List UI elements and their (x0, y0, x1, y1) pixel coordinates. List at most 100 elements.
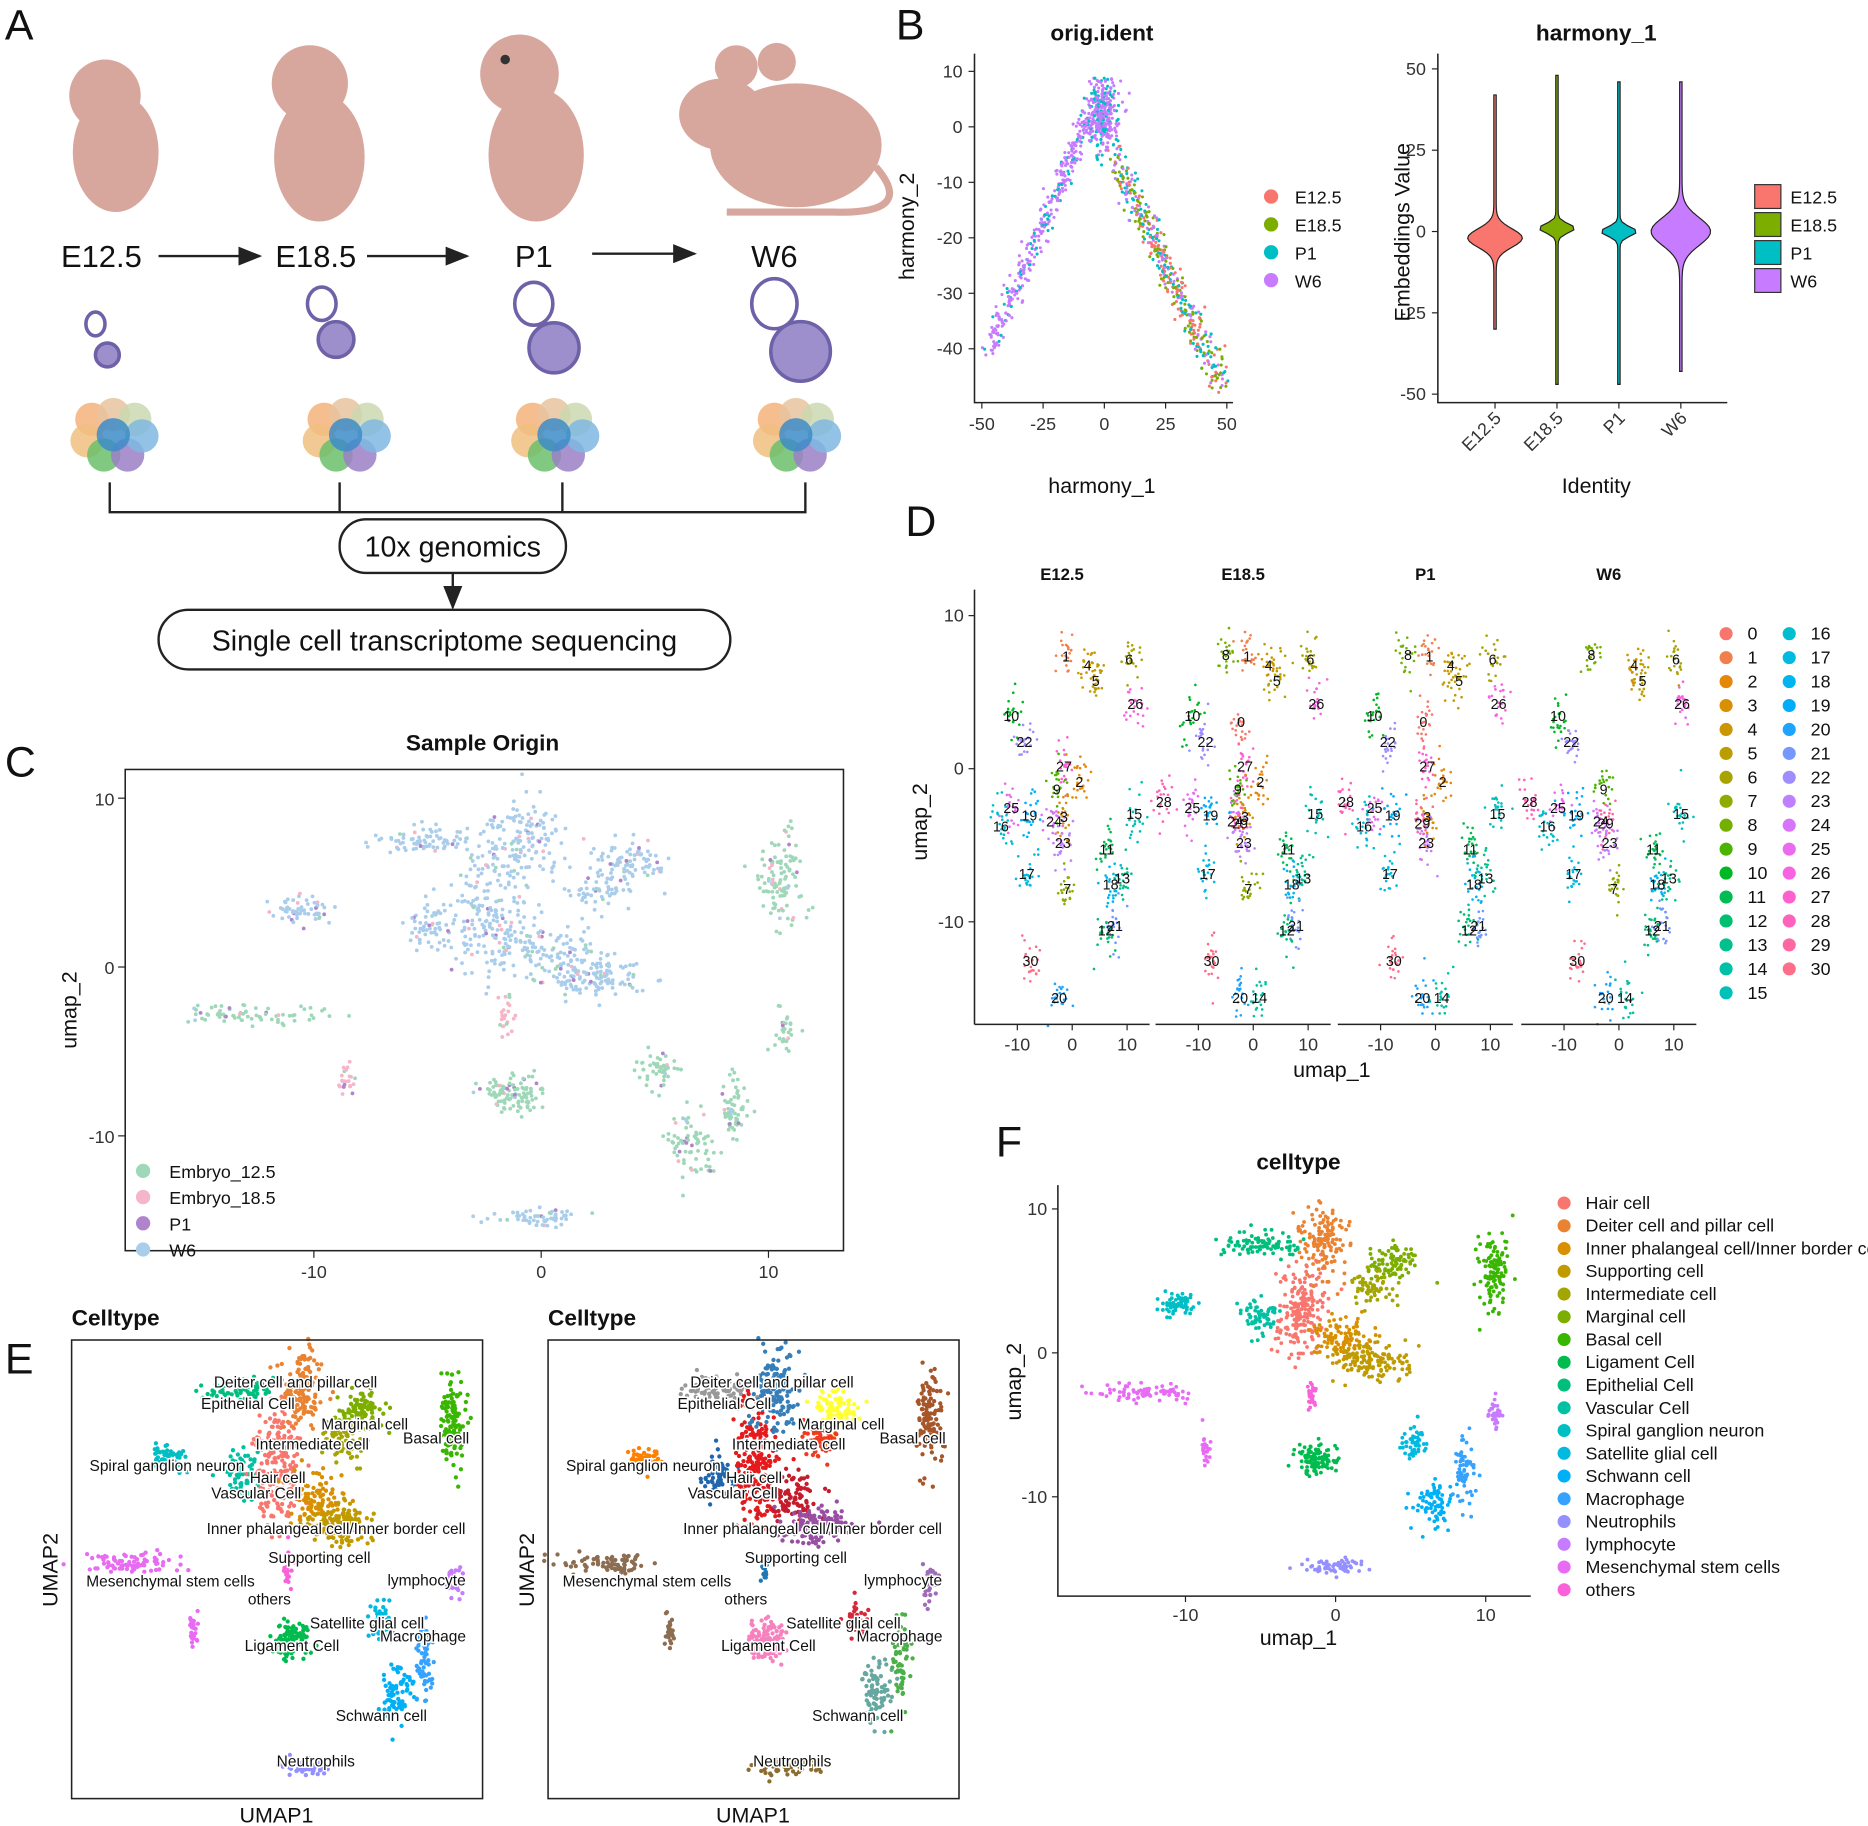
cell-point (1580, 835, 1583, 838)
point (1197, 310, 1200, 313)
point (1096, 90, 1099, 93)
point (1116, 179, 1119, 182)
cell-point (1605, 779, 1608, 782)
cell-point (1601, 770, 1604, 773)
cell-point (501, 908, 505, 912)
cell-point (555, 976, 559, 980)
cell-point (492, 1078, 496, 1082)
cell-point (1391, 835, 1394, 838)
cell-point (469, 902, 473, 906)
cell-point (522, 845, 526, 849)
point (1021, 301, 1024, 304)
cell-point (318, 915, 322, 919)
facet-title: P1 (1415, 565, 1435, 584)
cell-point (1056, 805, 1059, 808)
point (1084, 121, 1087, 124)
point (1117, 122, 1120, 125)
cell-point (513, 930, 517, 934)
cell-point (296, 907, 300, 911)
cell-point (646, 1077, 650, 1081)
cell-point (542, 826, 546, 830)
cell-point (1179, 725, 1182, 728)
legend-swatch (136, 1242, 150, 1256)
cell-point (1029, 728, 1032, 731)
cell-point (486, 889, 490, 893)
cell-point (799, 894, 803, 898)
cell-point (1094, 669, 1097, 672)
cell-point (784, 854, 788, 858)
cell-point (775, 884, 779, 888)
cell-point (1480, 866, 1483, 869)
cell-point (1494, 648, 1497, 651)
cell-point (486, 1217, 490, 1221)
cell-point (730, 1067, 734, 1071)
cell-point (783, 893, 787, 897)
point (1089, 106, 1092, 109)
cell-point (594, 993, 598, 997)
cell-point (1071, 796, 1074, 799)
cell-point (1245, 641, 1248, 644)
cell-point (1575, 755, 1578, 758)
cell-point (1341, 777, 1344, 780)
cell-point (429, 931, 433, 935)
legend-swatch (136, 1216, 150, 1230)
cell-point (493, 958, 497, 962)
cell-point (1093, 651, 1096, 654)
cell-point (584, 986, 588, 990)
cell-point (731, 1126, 735, 1130)
cell-point (1062, 796, 1065, 799)
cell-point (532, 805, 536, 809)
cell-point (508, 938, 512, 942)
cell-point (509, 1077, 513, 1081)
cell-point (1391, 862, 1394, 865)
cell-point (547, 851, 551, 855)
panel-label: D (905, 498, 936, 546)
cell-point (493, 962, 497, 966)
point (1118, 170, 1121, 173)
point (1000, 293, 1003, 296)
cluster-label: 12 (1279, 923, 1295, 939)
cell-point (1229, 778, 1232, 781)
cluster-label: 27 (1237, 760, 1253, 776)
cell-point (566, 954, 570, 958)
point (1172, 283, 1175, 286)
cell-point (352, 1082, 356, 1086)
cell-point (1146, 707, 1149, 710)
cell-point (1208, 859, 1211, 862)
cell-point (1107, 941, 1110, 944)
cell-point (309, 1006, 313, 1010)
point (1156, 255, 1159, 258)
point (1127, 167, 1130, 170)
cell-point (492, 1090, 496, 1094)
point (1184, 295, 1187, 298)
cell-point (1500, 683, 1503, 686)
cell-point (415, 935, 419, 939)
cluster-label: 12 (1098, 923, 1114, 939)
cell-point (487, 969, 491, 973)
cell-point (639, 853, 643, 857)
cell-point (458, 837, 462, 841)
cell-point (1468, 663, 1471, 666)
cell-point (1235, 1015, 1238, 1018)
cluster-label: 17 (1200, 867, 1216, 883)
cell-point (1096, 943, 1099, 946)
point (1042, 187, 1045, 190)
cell-point (1213, 861, 1216, 864)
cell-point (1112, 894, 1115, 897)
cell-point (1228, 627, 1231, 630)
cell-point (1194, 778, 1197, 781)
point (1192, 338, 1195, 341)
cell-point (456, 842, 460, 846)
cell-point (764, 889, 768, 893)
point (1112, 169, 1115, 172)
cell-point (1065, 802, 1068, 805)
point (1027, 242, 1030, 245)
cell-point (1420, 737, 1423, 740)
cell-point (532, 1106, 536, 1110)
cell-point (532, 1069, 536, 1073)
legend-swatch (1755, 213, 1781, 237)
point (1113, 90, 1116, 93)
point (1078, 130, 1081, 133)
cell-point (1496, 798, 1499, 801)
cell-point (214, 1004, 218, 1008)
